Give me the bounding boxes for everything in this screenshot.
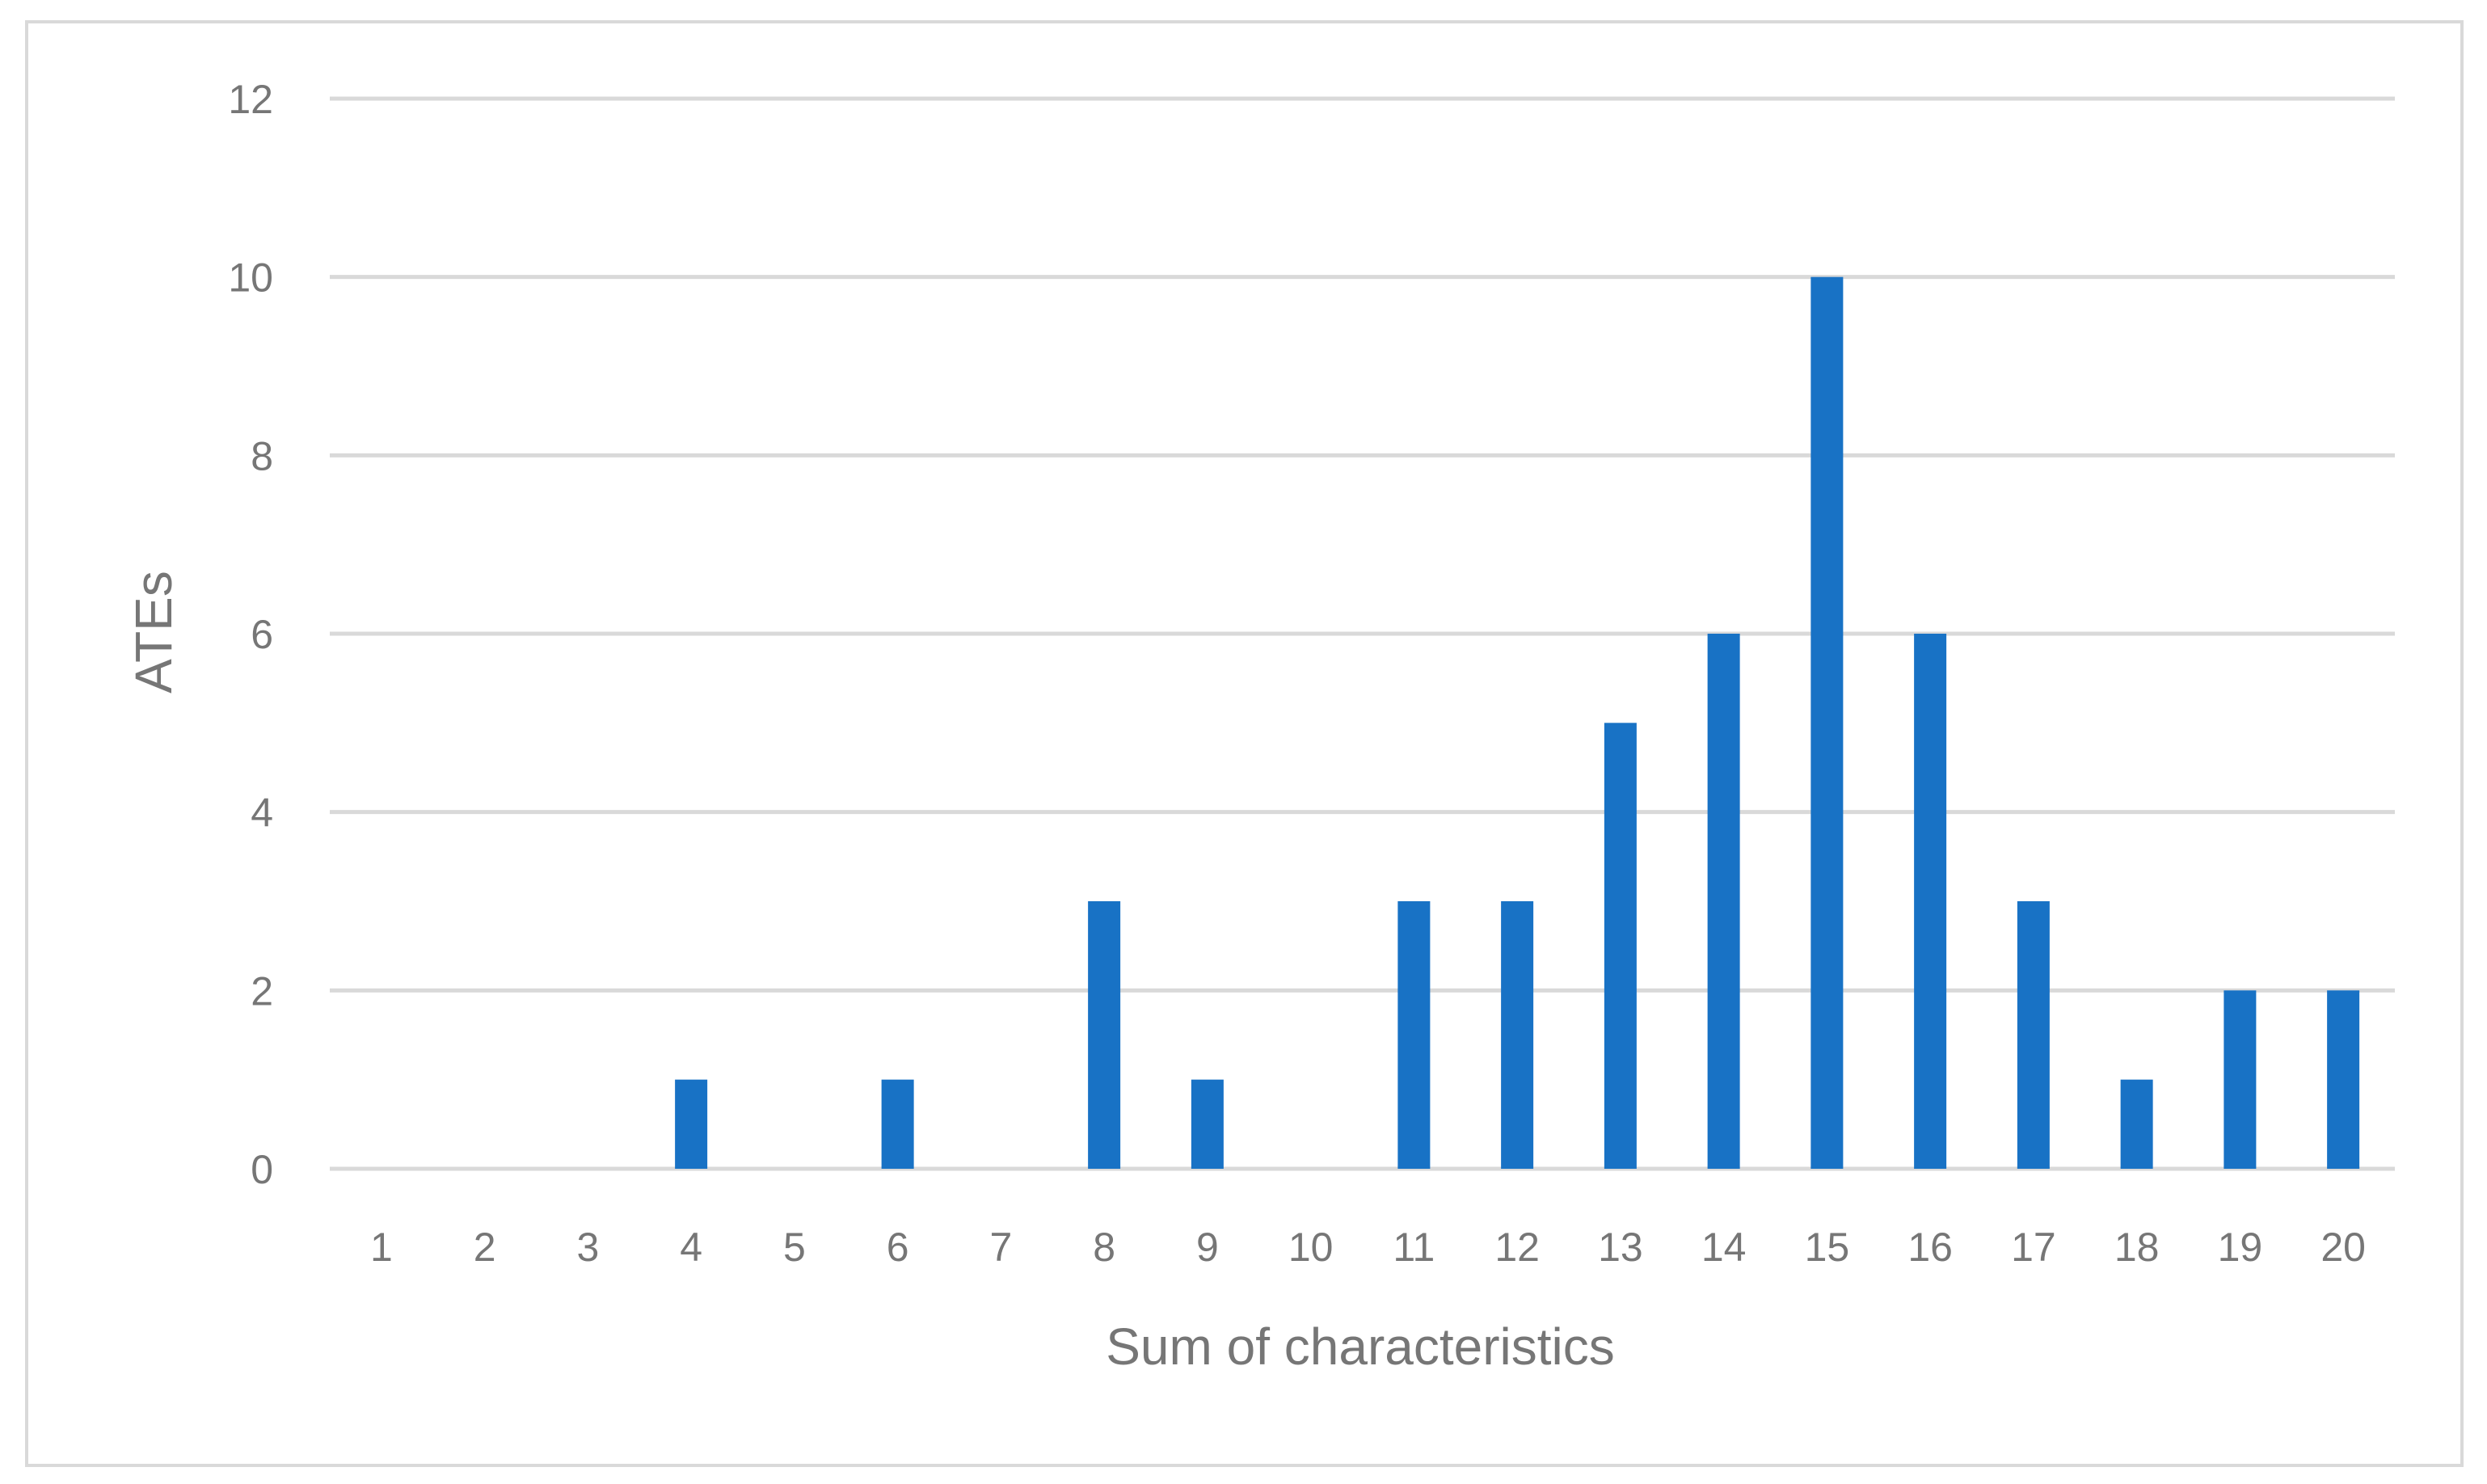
bar-19	[2224, 990, 2257, 1169]
y-tick-label: 4	[251, 790, 273, 836]
x-tick-label: 2	[474, 1225, 496, 1270]
x-tick-label: 5	[783, 1225, 806, 1270]
y-axis-ticks: 0 2 4 6 8 10 12	[228, 77, 273, 1192]
y-tick-label: 6	[251, 612, 273, 657]
bar-20	[2327, 990, 2360, 1169]
y-tick-label: 12	[228, 77, 273, 122]
y-tick-label: 8	[251, 433, 273, 479]
bar-9	[1191, 1079, 1224, 1169]
y-tick-label: 0	[251, 1147, 273, 1192]
y-axis-title: ATEs	[124, 571, 183, 694]
x-tick-label: 14	[1701, 1225, 1747, 1270]
x-tick-label: 9	[1196, 1225, 1219, 1270]
bar-8	[1088, 901, 1121, 1169]
x-tick-label: 19	[2218, 1225, 2263, 1270]
gridlines	[330, 96, 2395, 1171]
x-axis-ticks: 1 2 3 4 5 6 7 8 9 10 11 12 13 14 15 16 17 18 19 20	[370, 1225, 2366, 1270]
x-tick-label: 20	[2320, 1225, 2366, 1270]
x-tick-label: 4	[680, 1225, 702, 1270]
bars	[675, 276, 2360, 1170]
bar-14	[1707, 634, 1740, 1169]
x-tick-label: 3	[576, 1225, 599, 1270]
y-tick-label: 2	[251, 968, 273, 1014]
x-tick-label: 12	[1494, 1225, 1540, 1270]
x-tick-label: 18	[2114, 1225, 2160, 1270]
x-tick-label: 1	[370, 1225, 393, 1270]
bar-18	[2120, 1079, 2153, 1169]
x-tick-label: 7	[989, 1225, 1012, 1270]
x-tick-label: 15	[1805, 1225, 1850, 1270]
y-tick-label: 10	[228, 255, 273, 301]
bar-11	[1397, 901, 1431, 1169]
chart-frame	[25, 20, 2464, 1467]
x-tick-label: 8	[1093, 1225, 1115, 1270]
bar-13	[1604, 723, 1637, 1169]
bar-4	[675, 1079, 708, 1169]
bar-16	[1914, 634, 1947, 1169]
x-tick-label: 10	[1288, 1225, 1334, 1270]
x-tick-label: 17	[2011, 1225, 2056, 1270]
bar-6	[881, 1079, 914, 1169]
bar-17	[2017, 901, 2050, 1169]
x-axis-title: Sum of characteristics	[1106, 1317, 1615, 1376]
bar-15	[1810, 276, 1844, 1170]
x-tick-label: 11	[1393, 1225, 1435, 1270]
bar-12	[1501, 901, 1534, 1169]
x-tick-label: 13	[1598, 1225, 1643, 1270]
x-tick-label: 6	[887, 1225, 909, 1270]
x-tick-label: 16	[1907, 1225, 1953, 1270]
